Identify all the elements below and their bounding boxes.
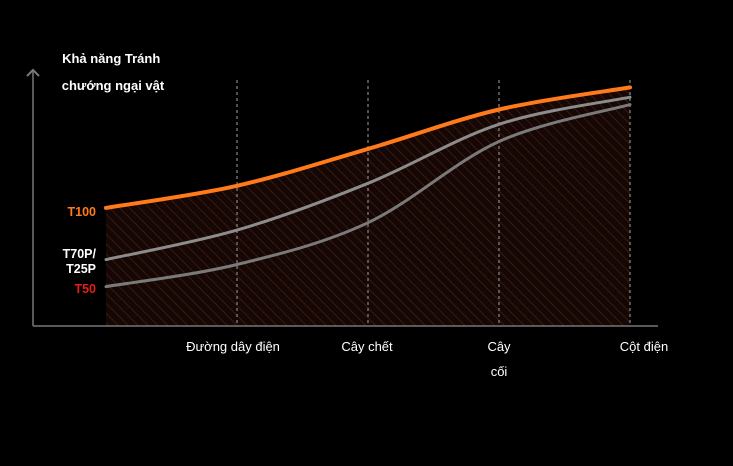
y-axis-label: Khả năng Tránh chướng ngại vật <box>62 51 165 93</box>
x-tick-label: Đường dây điện <box>186 339 280 354</box>
series-line <box>104 103 632 289</box>
series-label: T70P/T25P <box>63 247 97 276</box>
series-labels: T100 T70P/T25P T50 <box>63 205 97 296</box>
series-lines <box>104 85 632 289</box>
x-tick-labels: Đường dây điện Cây chết Cây cối Cột điện <box>186 339 668 379</box>
x-tick-label-line: cối <box>491 364 508 379</box>
x-tick-label: Cây chết <box>341 339 393 354</box>
y-axis-label-line-1: Khả năng Tránh <box>62 51 160 66</box>
y-axis-label-line-2: chướng ngại vật <box>62 78 165 93</box>
x-tick-label-line: Cây <box>487 339 511 354</box>
x-tick-label-line: Đường dây điện <box>186 339 280 354</box>
x-tick-label: Cây cối <box>487 339 511 379</box>
vertical-gridlines <box>236 80 631 326</box>
series-label: T100 <box>68 205 97 219</box>
series-label-line: T100 <box>68 205 97 219</box>
series-label-line: T25P <box>66 262 96 276</box>
series-line <box>104 95 632 262</box>
series-label-line: T50 <box>74 282 96 296</box>
series-line <box>104 85 632 210</box>
x-tick-label-line: Cây chết <box>341 339 393 354</box>
series-label: T50 <box>74 282 96 296</box>
x-tick-label: Cột điện <box>620 339 668 354</box>
x-tick-label-line: Cột điện <box>620 339 668 354</box>
series-label-line: T70P/ <box>63 247 97 261</box>
